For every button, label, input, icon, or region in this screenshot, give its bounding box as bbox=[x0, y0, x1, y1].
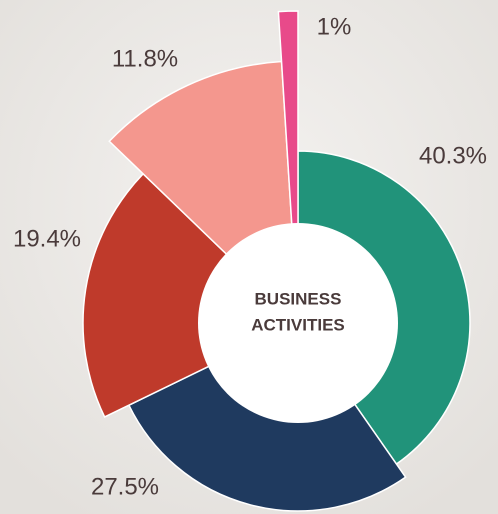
value-label: 1% bbox=[317, 13, 352, 40]
center-circle bbox=[198, 223, 398, 423]
value-label: 11.8% bbox=[112, 45, 178, 72]
center-title: ACTIVITIES bbox=[251, 315, 345, 334]
value-label: 27.5% bbox=[91, 473, 159, 500]
center-title: BUSINESS bbox=[255, 289, 342, 308]
value-label: 40.3% bbox=[419, 142, 487, 169]
value-label: 19.4% bbox=[13, 225, 81, 252]
